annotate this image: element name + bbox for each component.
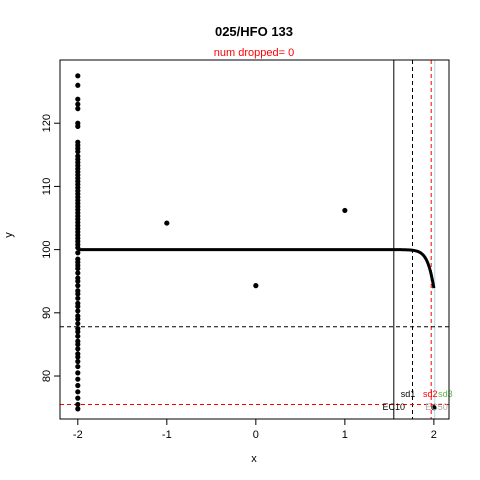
annotation-label: EC50 bbox=[425, 402, 448, 412]
data-point bbox=[75, 245, 81, 251]
data-point bbox=[75, 389, 81, 395]
fitted-curve bbox=[77, 248, 436, 289]
data-point bbox=[164, 220, 170, 226]
data-point bbox=[75, 82, 81, 88]
x-tick-label: 1 bbox=[342, 429, 348, 441]
data-point bbox=[75, 346, 81, 352]
y-tick-label: 110 bbox=[41, 178, 53, 196]
data-point bbox=[75, 101, 81, 107]
data-point bbox=[342, 207, 348, 214]
data-point bbox=[75, 333, 81, 339]
data-point bbox=[75, 295, 81, 301]
data-point bbox=[75, 401, 81, 408]
data-point bbox=[75, 329, 81, 335]
data-point bbox=[75, 354, 81, 360]
annotation-label: sd2 bbox=[423, 389, 438, 399]
chart-subtitle: num dropped= 0 bbox=[214, 47, 294, 59]
data-point bbox=[75, 106, 81, 112]
data-point bbox=[75, 123, 81, 129]
x-axis-label: x bbox=[251, 453, 257, 465]
data-point bbox=[75, 96, 81, 102]
data-point bbox=[75, 73, 81, 79]
chart-title: 025/HFO 133 bbox=[215, 24, 293, 39]
data-point bbox=[75, 376, 81, 382]
data-point bbox=[75, 265, 81, 272]
y-tick-label: 100 bbox=[41, 240, 53, 258]
annotation-label: EC10 bbox=[383, 402, 406, 412]
data-point bbox=[75, 149, 81, 155]
data-point bbox=[75, 291, 81, 297]
data-point bbox=[75, 270, 81, 276]
x-tick-label: -1 bbox=[162, 429, 172, 441]
data-point bbox=[75, 341, 81, 348]
plot-area: sd1 sd2 sd3 EC10 EC50 -2 -1 0 1 2 80 90 100 110 120 bbox=[41, 59, 453, 441]
data-point bbox=[75, 283, 81, 289]
y-tick-label: 120 bbox=[41, 114, 53, 132]
data-point bbox=[75, 303, 81, 310]
data-point bbox=[75, 358, 81, 365]
data-point bbox=[253, 283, 259, 289]
x-tick-label: 2 bbox=[431, 429, 437, 441]
data-point bbox=[75, 395, 81, 401]
data-point bbox=[75, 316, 81, 322]
data-point bbox=[75, 406, 81, 412]
y-tick-label: 90 bbox=[41, 307, 53, 319]
x-tick-label: 0 bbox=[253, 429, 259, 441]
data-point bbox=[75, 363, 81, 370]
data-point bbox=[75, 370, 81, 376]
data-point bbox=[431, 405, 437, 411]
data-point bbox=[75, 320, 81, 327]
y-tick-label: 80 bbox=[41, 370, 53, 382]
data-point bbox=[75, 250, 81, 256]
annotation-label: sd1 bbox=[401, 389, 416, 399]
data-point bbox=[75, 382, 81, 389]
y-axis-label: y bbox=[3, 232, 15, 238]
annotation-label: sd3 bbox=[438, 389, 453, 399]
plot-frame bbox=[59, 59, 450, 420]
data-point bbox=[75, 278, 81, 284]
data-point bbox=[75, 308, 81, 314]
x-tick-label: -2 bbox=[73, 429, 83, 441]
